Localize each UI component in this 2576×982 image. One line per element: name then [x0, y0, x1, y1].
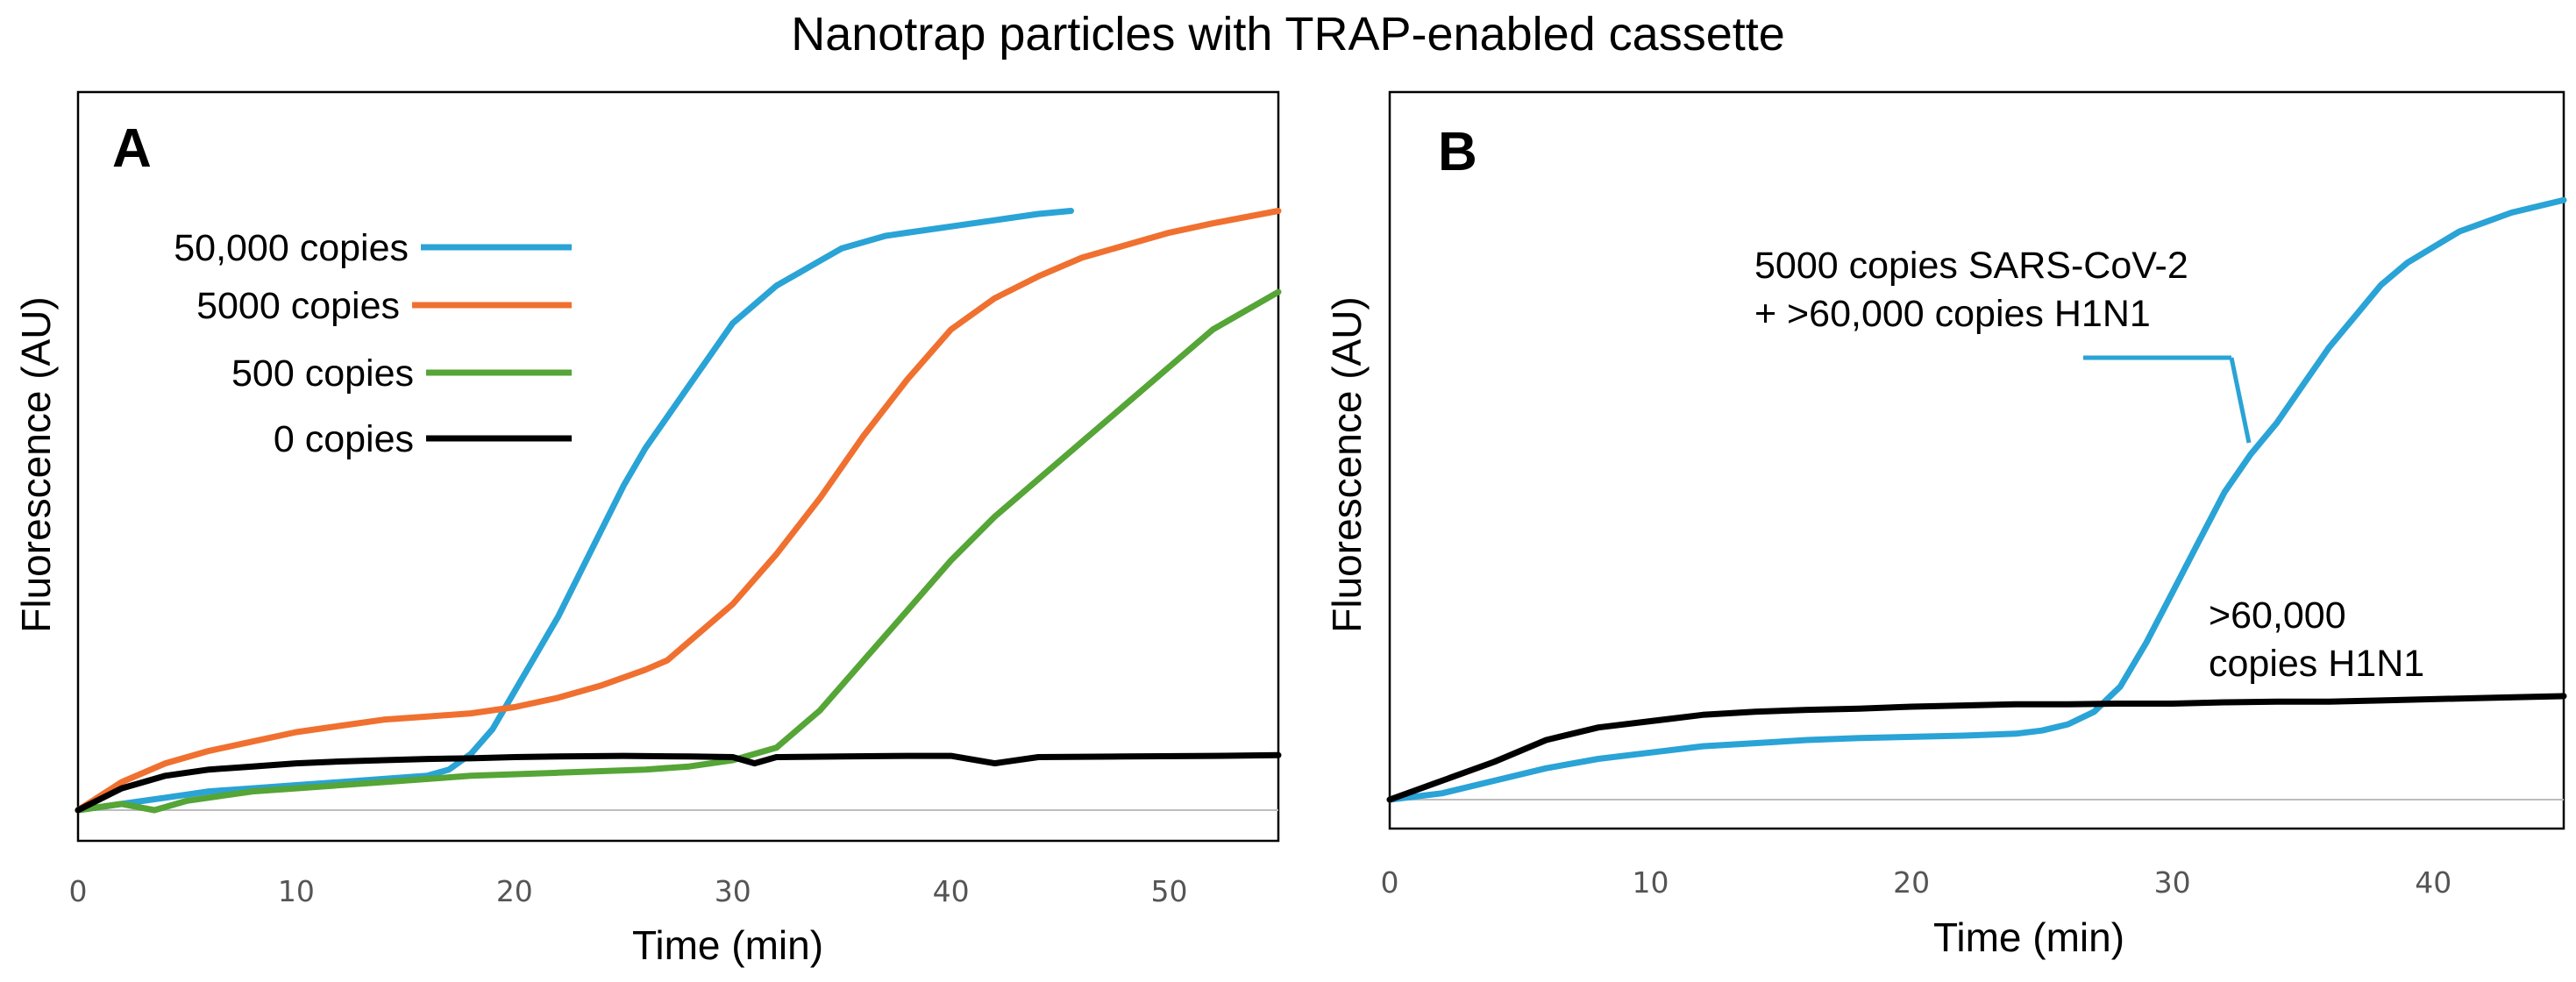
panel-a-series-500-copies — [75, 288, 1282, 814]
panel-a-series — [75, 208, 1282, 814]
legend-label-0-copies: 0 copies — [274, 418, 414, 460]
panel-a-x-ticks: 0 10 20 30 40 50 — [69, 874, 1188, 908]
annotation-h1n1-line1: >60,000 — [2209, 594, 2346, 637]
panel-a-series-5000-copies — [75, 208, 1282, 814]
annotation-leader-diagonal — [2229, 357, 2252, 444]
panel-b-frame — [1388, 90, 2565, 830]
panel-b-x-tick-10: 10 — [1633, 865, 1669, 900]
legend-label-500-copies: 500 copies — [231, 352, 414, 395]
panel-b-series — [1386, 196, 2567, 803]
panel-b-series-60-000-copies-h1n1 — [1386, 693, 2567, 803]
panel-b: B 0 10 20 30 40 5000 copies SARS-CoV-2 + >60… — [1324, 90, 2567, 960]
panel-a-x-axis-label: Time (min) — [632, 922, 823, 968]
panel-b-series-5000-copies-sars-cov-2-60-000-copies-h1n1 — [1386, 196, 2567, 803]
panel-b-x-tick-0: 0 — [1381, 865, 1399, 900]
legend-label-5000-copies: 5000 copies — [196, 285, 400, 327]
panel-a-series-0-copies — [75, 751, 1282, 814]
panel-b-x-tick-30: 30 — [2154, 865, 2191, 900]
panel-a-x-tick-0: 0 — [69, 874, 88, 908]
panel-a-x-tick-30: 30 — [715, 874, 751, 908]
panel-b-letter: B — [1438, 122, 1477, 182]
panel-a-x-tick-40: 40 — [933, 874, 970, 908]
annotation-h1n1-line2: copies H1N1 — [2209, 643, 2424, 685]
legend-label-50-000-copies: 50,000 copies — [174, 227, 409, 269]
panel-b-y-axis-label: Fluorescence (AU) — [1324, 296, 1370, 632]
panel-b-x-axis-label: Time (min) — [1933, 914, 2124, 960]
panel-a-letter: A — [112, 118, 152, 179]
panel-a-frame — [76, 90, 1280, 843]
panel-a-x-tick-50: 50 — [1151, 874, 1188, 908]
panel-a-legend: 50,000 copies 5000 copies 500 copies 0 copi… — [174, 227, 572, 460]
panel-b-x-tick-20: 20 — [1893, 865, 1930, 900]
panel-a-x-tick-10: 10 — [278, 874, 315, 908]
annotation-sars-line1: 5000 copies SARS-CoV-2 — [1754, 245, 2188, 287]
panel-b-x-ticks: 0 10 20 30 40 — [1381, 865, 2452, 900]
figure-title: Nanotrap particles with TRAP-enabled cas… — [791, 8, 1785, 60]
panel-a-series-50-000-copies — [75, 208, 1074, 814]
panel-a-y-axis-label: Fluorescence (AU) — [13, 296, 59, 632]
annotation-sars-line2: + >60,000 copies H1N1 — [1754, 293, 2151, 335]
panel-b-x-tick-40: 40 — [2415, 865, 2451, 900]
panel-a-x-tick-20: 20 — [496, 874, 533, 908]
